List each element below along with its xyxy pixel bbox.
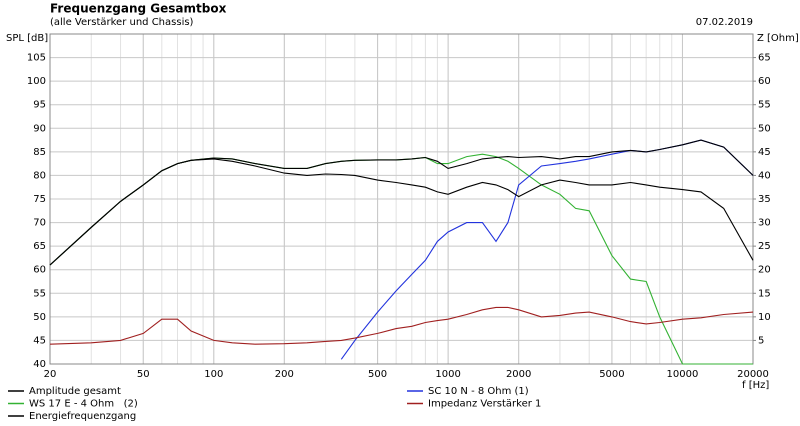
x-tick-label: 2000 xyxy=(506,369,531,380)
x-tick-label: 20000 xyxy=(737,369,769,380)
legend-label: SC 10 N - 8 Ohm (1) xyxy=(428,386,529,397)
y-tick-label: 85 xyxy=(33,147,46,158)
legend-label: Amplitude gesamt xyxy=(29,386,121,397)
y-tick-label: 90 xyxy=(33,123,46,134)
y2-tick-label: 60 xyxy=(758,76,771,87)
y2-tick-label: 40 xyxy=(758,170,771,181)
y2-tick-label: 45 xyxy=(758,147,771,158)
y-tick-label: 45 xyxy=(33,335,46,346)
y2-tick-label: 15 xyxy=(758,288,771,299)
legend-label: Impedanz Verstärker 1 xyxy=(428,399,541,410)
series-line xyxy=(49,139,754,266)
y-tick-label: 80 xyxy=(33,170,46,181)
y-tick-label: 50 xyxy=(33,312,46,323)
y-tick-label: 105 xyxy=(27,53,46,64)
y2-tick-label: 30 xyxy=(758,218,771,229)
x-tick-label: 50 xyxy=(137,369,150,380)
y-tick-label: 75 xyxy=(33,194,46,205)
chart-date: 07.02.2019 xyxy=(696,17,753,28)
x-tick-label: 10000 xyxy=(667,369,699,380)
y-tick-label: 60 xyxy=(33,265,46,276)
y2-tick-label: 35 xyxy=(758,194,771,205)
y2-tick-label: 10 xyxy=(758,312,771,323)
y-tick-label: 40 xyxy=(33,359,46,370)
y2-axis-label: Z [Ohm] xyxy=(757,33,799,44)
x-tick-label: 100 xyxy=(204,369,223,380)
x-tick-label: 200 xyxy=(275,369,294,380)
y2-tick-label: 65 xyxy=(758,53,771,64)
series-line xyxy=(49,158,754,266)
legend-label: Energiefrequenzgang xyxy=(29,411,136,422)
x-tick-label: 1000 xyxy=(435,369,460,380)
legend-label: WS 17 E - 4 Ohm (2) xyxy=(29,399,138,410)
y-tick-label: 55 xyxy=(33,288,46,299)
y2-tick-label: 50 xyxy=(758,123,771,134)
x-tick-label: 500 xyxy=(368,369,387,380)
chart-subtitle: (alle Verstärker und Chassis) xyxy=(50,17,194,28)
y-tick-label: 100 xyxy=(27,76,46,87)
x-axis-label: f [Hz] xyxy=(742,380,769,391)
series-line xyxy=(340,139,754,360)
y2-tick-label: 55 xyxy=(758,100,771,111)
y-axis-label: SPL [dB] xyxy=(6,33,48,44)
series-line xyxy=(49,306,754,345)
y-tick-label: 65 xyxy=(33,241,46,252)
x-tick-label: 5000 xyxy=(599,369,624,380)
x-tick-label: 20 xyxy=(44,369,57,380)
plot-frame xyxy=(49,33,754,365)
y2-tick-label: 5 xyxy=(758,335,764,346)
y-tick-label: 95 xyxy=(33,100,46,111)
chart-title: Frequenzgang Gesamtbox xyxy=(50,2,227,16)
y2-tick-label: 20 xyxy=(758,265,771,276)
y2-tick-label: 25 xyxy=(758,241,771,252)
y-tick-label: 70 xyxy=(33,218,46,229)
